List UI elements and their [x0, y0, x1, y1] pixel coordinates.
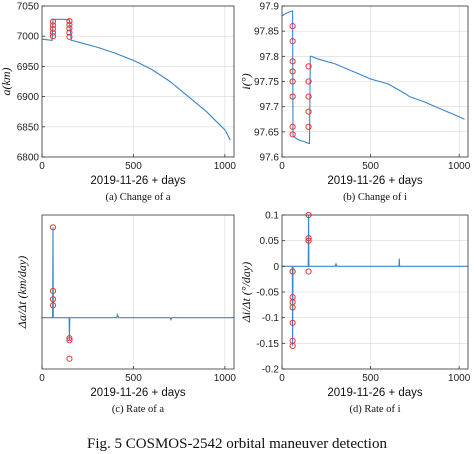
figure-caption: Fig. 5 COSMOS-2542 orbital maneuver dete…	[87, 436, 387, 452]
maneuver-marker	[49, 296, 57, 303]
maneuver-marker	[305, 268, 312, 275]
maneuver-marker	[289, 319, 296, 326]
x-tick-label: 1000	[214, 373, 237, 384]
maneuver-marker	[289, 38, 296, 45]
y-tick-label: 0	[273, 262, 279, 273]
maneuver-marker	[305, 63, 312, 70]
y-tick-label: 97.8	[260, 52, 280, 63]
maneuver-marker	[305, 237, 312, 244]
y-axis-label: i(°)	[239, 73, 253, 89]
maneuver-marker	[305, 108, 312, 115]
y-tick-label: 7000	[17, 32, 40, 43]
plot-area	[42, 215, 234, 369]
maneuver-marker	[305, 235, 312, 242]
x-axis-label: 2019-11-26 + days	[90, 387, 186, 399]
y-tick-label: 6850	[17, 122, 40, 133]
maneuver-marker	[289, 304, 296, 311]
x-tick-label: 0	[39, 161, 45, 172]
maneuver-marker	[66, 29, 73, 36]
x-axis-label: 2019-11-26 + days	[327, 387, 423, 399]
series-line	[281, 10, 465, 144]
maneuver-marker	[66, 33, 73, 40]
chart-c: 0 500 1000 2019-11-26 + days Δa/Δt (km/day) (…	[15, 214, 237, 415]
maneuver-marker	[66, 25, 73, 32]
maneuver-marker	[289, 23, 296, 30]
maneuver-marker	[289, 78, 296, 85]
x-tick-label: 500	[362, 161, 379, 172]
y-tick-label: 0.05	[260, 236, 280, 247]
x-axis-label: 2019-11-26 + days	[90, 175, 186, 187]
axes-frame	[41, 214, 235, 370]
y-tick-label: 6950	[17, 62, 40, 73]
subplot-caption: (b) Change of i	[343, 192, 407, 203]
maneuver-marker	[66, 335, 73, 342]
maneuver-marker	[66, 18, 73, 25]
x-tick-label: 500	[362, 373, 379, 384]
x-tick-label: 1000	[214, 161, 237, 172]
maneuver-marker	[49, 224, 57, 231]
x-tick-label: 1000	[448, 373, 471, 384]
y-axis-label: a(km)	[0, 68, 13, 96]
maneuver-marker	[305, 78, 312, 85]
maneuver-marker	[66, 21, 73, 28]
maneuver-marker	[289, 58, 296, 65]
y-tick-label: 97.7	[260, 102, 280, 113]
maneuver-marker	[49, 33, 57, 40]
maneuver-marker	[289, 342, 296, 349]
y-tick-label: 97.65	[254, 127, 279, 138]
x-tick-label: 1000	[448, 161, 471, 172]
plot-area	[42, 6, 234, 157]
series-line	[42, 227, 234, 341]
y-tick-label: 97.9	[260, 2, 280, 13]
maneuver-marker	[289, 268, 296, 275]
y-tick-label: 0.1	[265, 211, 279, 222]
subplot-caption: (c) Rate of a	[112, 404, 165, 415]
maneuver-marker	[66, 337, 73, 344]
maneuver-marker	[289, 131, 296, 138]
chart-a: 0 500 1000 6800 6850 6900 6950 7000 7050 2019-11-…	[0, 2, 236, 204]
maneuver-marker	[49, 25, 57, 33]
subplot-caption: (a) Change of a	[105, 192, 170, 203]
y-tick-label: -0.15	[256, 339, 279, 350]
maneuver-marker	[289, 123, 296, 130]
y-tick-label: 97.75	[254, 77, 279, 88]
maneuver-marker	[49, 18, 57, 25]
x-axis-label: 2019-11-26 + days	[327, 175, 423, 187]
maneuver-marker	[289, 93, 296, 100]
y-tick-label: -0.1	[262, 313, 280, 324]
maneuver-marker	[305, 93, 312, 100]
subplot-caption: (d) Rate of i	[349, 404, 400, 415]
y-axis-label: Δa/Δt (km/day)	[15, 256, 29, 329]
maneuver-marker	[49, 22, 57, 29]
y-tick-label: -0.05	[256, 288, 279, 299]
maneuver-marker	[305, 123, 312, 130]
x-tick-label: 0	[39, 373, 45, 384]
maneuver-marker	[289, 68, 296, 75]
y-tick-label: 97.6	[260, 153, 280, 164]
maneuver-marker	[49, 302, 57, 309]
maneuver-marker	[49, 287, 57, 295]
chart-d: 0 500 1000 -0.2 -0.15 -0.1 -0.05 0 0.05 0.1 2019-1…	[239, 211, 471, 416]
x-tick-label: 0	[279, 161, 285, 172]
maneuver-marker	[66, 355, 73, 362]
maneuver-marker	[49, 29, 57, 36]
y-tick-label: 97.85	[254, 27, 279, 38]
y-tick-label: 7050	[17, 2, 40, 13]
x-tick-label: 0	[279, 373, 285, 384]
y-tick-label: 6800	[17, 153, 40, 164]
y-tick-label: 6900	[17, 92, 40, 103]
x-tick-label: 500	[125, 373, 142, 384]
axes-frame	[41, 5, 235, 158]
x-tick-label: 500	[125, 161, 142, 172]
y-tick-label: -0.2	[262, 365, 280, 376]
y-axis-label: Δi/Δt (°/day)	[239, 262, 253, 324]
chart-b: 0 500 1000 97.6 97.65 97.7 97.75 97.8 97.85 97.9 2…	[239, 2, 471, 204]
